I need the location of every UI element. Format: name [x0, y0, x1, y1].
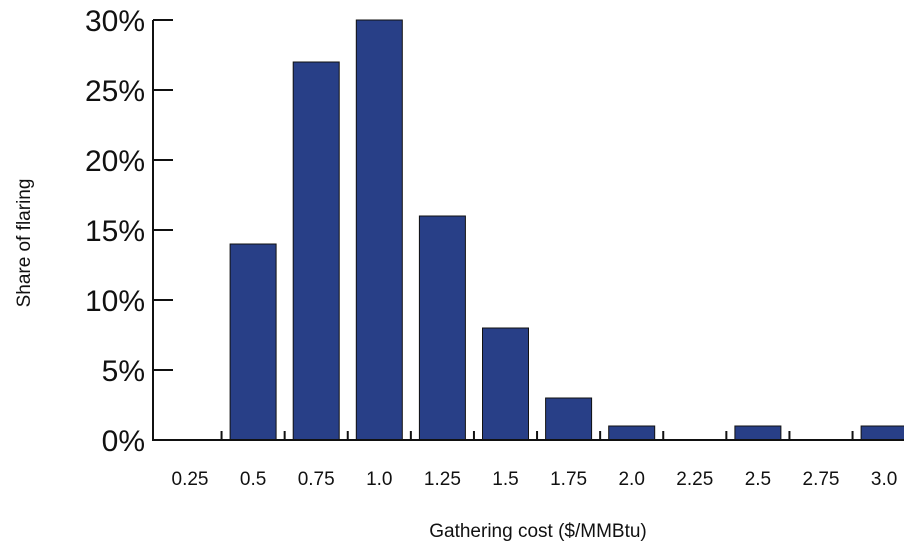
bar-2.5 [734, 425, 782, 441]
y-tick-label-10: 10% [85, 285, 145, 318]
y-tick-label-25: 25% [85, 75, 145, 108]
x-ticks-group: 0.25 0.5 0.75 1.0 1.25 1.5 1.75 2.0 2.25 2.5 2.75 3… [172, 431, 897, 490]
x-tick-label-2.75: 2.75 [803, 469, 840, 490]
y-tick-label-5: 5% [102, 355, 145, 388]
bar-3.0 [860, 425, 904, 441]
bar-0.75 [292, 61, 340, 441]
x-tick-label-2.25: 2.25 [676, 469, 713, 490]
bar-1.75 [545, 397, 593, 441]
bars-group [229, 19, 904, 441]
x-tick-label-2.5: 2.5 [745, 469, 771, 490]
x-tick-label-3.0: 3.0 [871, 469, 897, 490]
bar-2.0 [608, 425, 656, 441]
x-axis-title: Gathering cost ($/MMBtu) [429, 521, 647, 542]
x-tick-label-1.0: 1.0 [366, 469, 392, 490]
bar-1.25 [418, 215, 466, 441]
x-tick-label-0.5: 0.5 [240, 469, 266, 490]
x-tick-label-0.75: 0.75 [298, 469, 335, 490]
bar-1.0 [355, 19, 403, 441]
y-tick-label-15: 15% [85, 215, 145, 248]
x-tick-label-0.25: 0.25 [172, 469, 209, 490]
y-axis-title: Share of flaring [14, 179, 35, 308]
bar-0.5 [229, 243, 277, 441]
x-tick-label-1.75: 1.75 [550, 469, 587, 490]
y-tick-label-0: 0% [102, 425, 145, 458]
y-tick-label-20: 20% [85, 145, 145, 178]
bar-1.5 [482, 327, 529, 441]
y-ticks-group: 0% 5% 10% 15% 20% 25% 30% [85, 5, 173, 458]
y-tick-label-30: 30% [85, 5, 145, 38]
x-tick-label-2.0: 2.0 [618, 469, 644, 490]
x-tick-label-1.25: 1.25 [424, 469, 461, 490]
x-tick-label-1.5: 1.5 [492, 469, 518, 490]
